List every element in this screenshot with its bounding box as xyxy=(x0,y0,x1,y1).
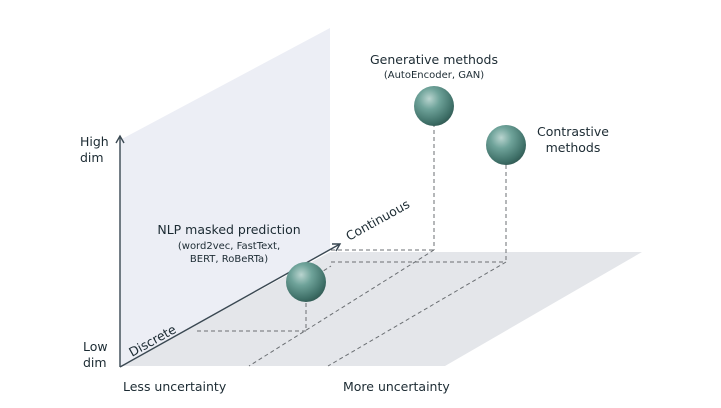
nlp-masked-prediction-sphere xyxy=(286,262,326,302)
svg-text:BERT, RoBeRTa): BERT, RoBeRTa) xyxy=(190,254,268,265)
svg-text:(AutoEncoder, GAN): (AutoEncoder, GAN) xyxy=(384,70,484,81)
svg-text:Generative methods: Generative methods xyxy=(370,52,498,67)
svg-text:NLP masked prediction: NLP masked prediction xyxy=(157,222,300,237)
less-uncertainty-label: Less uncertainty xyxy=(123,379,227,394)
diagonal-axis-arrowhead xyxy=(332,243,342,252)
generative-methods-label: Generative methods (AutoEncoder, GAN) xyxy=(370,52,498,81)
more-uncertainty-label: More uncertainty xyxy=(343,379,450,394)
back-wall-plane xyxy=(120,28,330,366)
svg-text:(word2vec, FastText,: (word2vec, FastText, xyxy=(178,241,280,252)
generative-floor-line xyxy=(248,249,435,367)
vertical-axis-arrowhead xyxy=(115,134,125,144)
generative-methods-sphere xyxy=(414,86,454,126)
contrastive-floor-line xyxy=(327,261,507,367)
vertical-axis-low-label: Low dim xyxy=(83,339,108,370)
continuous-label: Continuous xyxy=(343,196,412,243)
contrastive-methods-label: Contrastive methods xyxy=(537,124,609,155)
svg-text:Contrastive: Contrastive xyxy=(537,124,609,139)
contrastive-methods-sphere xyxy=(486,125,526,165)
nlp-masked-prediction-label: NLP masked prediction (word2vec, FastTex… xyxy=(157,222,300,265)
vertical-axis-high-label: High dim xyxy=(80,134,109,165)
svg-text:methods: methods xyxy=(546,140,601,155)
floor-plane xyxy=(120,252,642,366)
